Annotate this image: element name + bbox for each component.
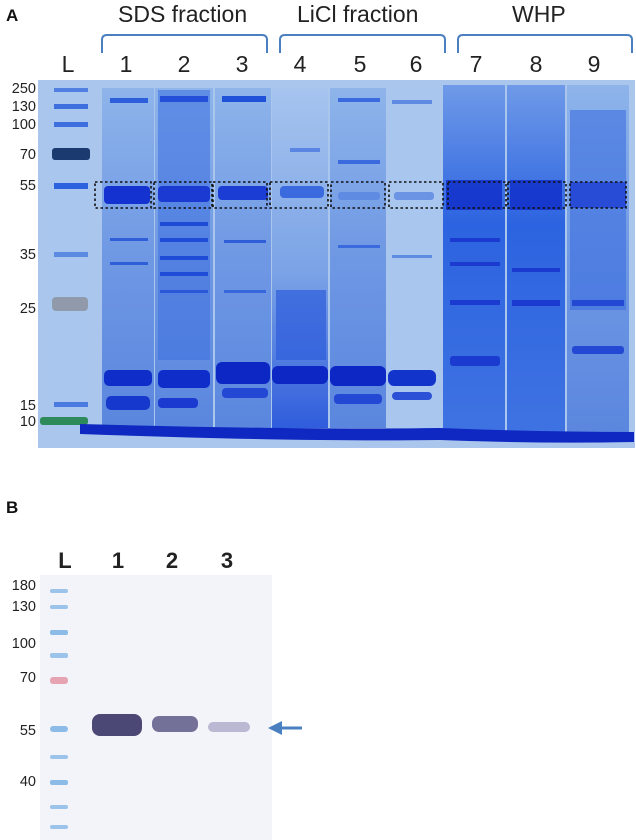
box-lane-9	[569, 181, 627, 209]
marker-b-180: 180	[11, 578, 36, 594]
lane-label-b-3: 3	[220, 548, 234, 573]
target-band-boxes	[94, 181, 627, 209]
blot-b-background	[40, 575, 272, 840]
box-lane-1	[94, 181, 152, 209]
marker-b-130: 130	[11, 599, 36, 615]
marker-a-35: 35	[19, 247, 36, 263]
marker-b-55: 55	[19, 723, 36, 739]
licl-lanes	[272, 88, 438, 428]
box-lane-5	[330, 181, 386, 209]
whp-lanes	[443, 85, 629, 435]
panel-b-letter: B	[6, 498, 19, 517]
bracket-whp	[457, 34, 633, 53]
group-label-licl: LiCl fraction	[297, 1, 419, 27]
marker-a-70: 70	[19, 147, 36, 163]
marker-a-130: 130	[11, 99, 36, 115]
marker-b-100: 100	[11, 636, 36, 652]
western-band-2	[152, 716, 198, 732]
lane-label-a-1: 1	[119, 51, 133, 77]
box-lane-3	[212, 181, 268, 209]
marker-b-70: 70	[19, 670, 36, 686]
lane-label-b-L: L	[58, 548, 72, 573]
ladder-lane-a	[40, 85, 90, 430]
target-arrow	[268, 721, 302, 735]
lane-label-a-L: L	[61, 51, 75, 77]
lane-label-a-8: 8	[529, 51, 543, 77]
lane-label-a-2: 2	[177, 51, 191, 77]
sds-lanes	[102, 88, 271, 428]
lane-label-b-1: 1	[111, 548, 125, 573]
lane-label-a-6: 6	[409, 51, 423, 77]
lane-label-a-9: 9	[587, 51, 601, 77]
western-band-1	[92, 714, 142, 736]
lane-label-a-4: 4	[293, 51, 307, 77]
lane-label-b-2: 2	[165, 548, 179, 573]
box-lane-2	[153, 181, 213, 209]
group-brackets	[101, 34, 633, 53]
marker-a-250: 250	[11, 81, 36, 97]
panel-a-letter: A	[6, 6, 19, 25]
marker-a-10: 10	[19, 414, 36, 430]
box-lane-4	[269, 181, 329, 209]
marker-a-55: 55	[19, 178, 36, 194]
dye-front	[80, 424, 634, 443]
marker-a-15: 15	[19, 398, 36, 414]
lane-label-a-7: 7	[469, 51, 483, 77]
marker-a-100: 100	[11, 117, 36, 133]
ladder-lane-b	[50, 589, 68, 829]
group-label-sds: SDS fraction	[118, 1, 248, 27]
box-lane-6	[388, 181, 444, 209]
box-lane-7	[447, 181, 507, 209]
marker-b-40: 40	[19, 774, 36, 790]
bracket-licl	[279, 34, 446, 53]
western-band-3	[208, 722, 250, 732]
western-bands	[92, 714, 250, 736]
group-label-whp: WHP	[512, 1, 566, 27]
marker-a-25: 25	[19, 301, 36, 317]
lane-label-a-5: 5	[353, 51, 367, 77]
box-lane-8	[507, 181, 567, 209]
lane-label-a-3: 3	[235, 51, 249, 77]
bracket-sds	[101, 34, 268, 53]
